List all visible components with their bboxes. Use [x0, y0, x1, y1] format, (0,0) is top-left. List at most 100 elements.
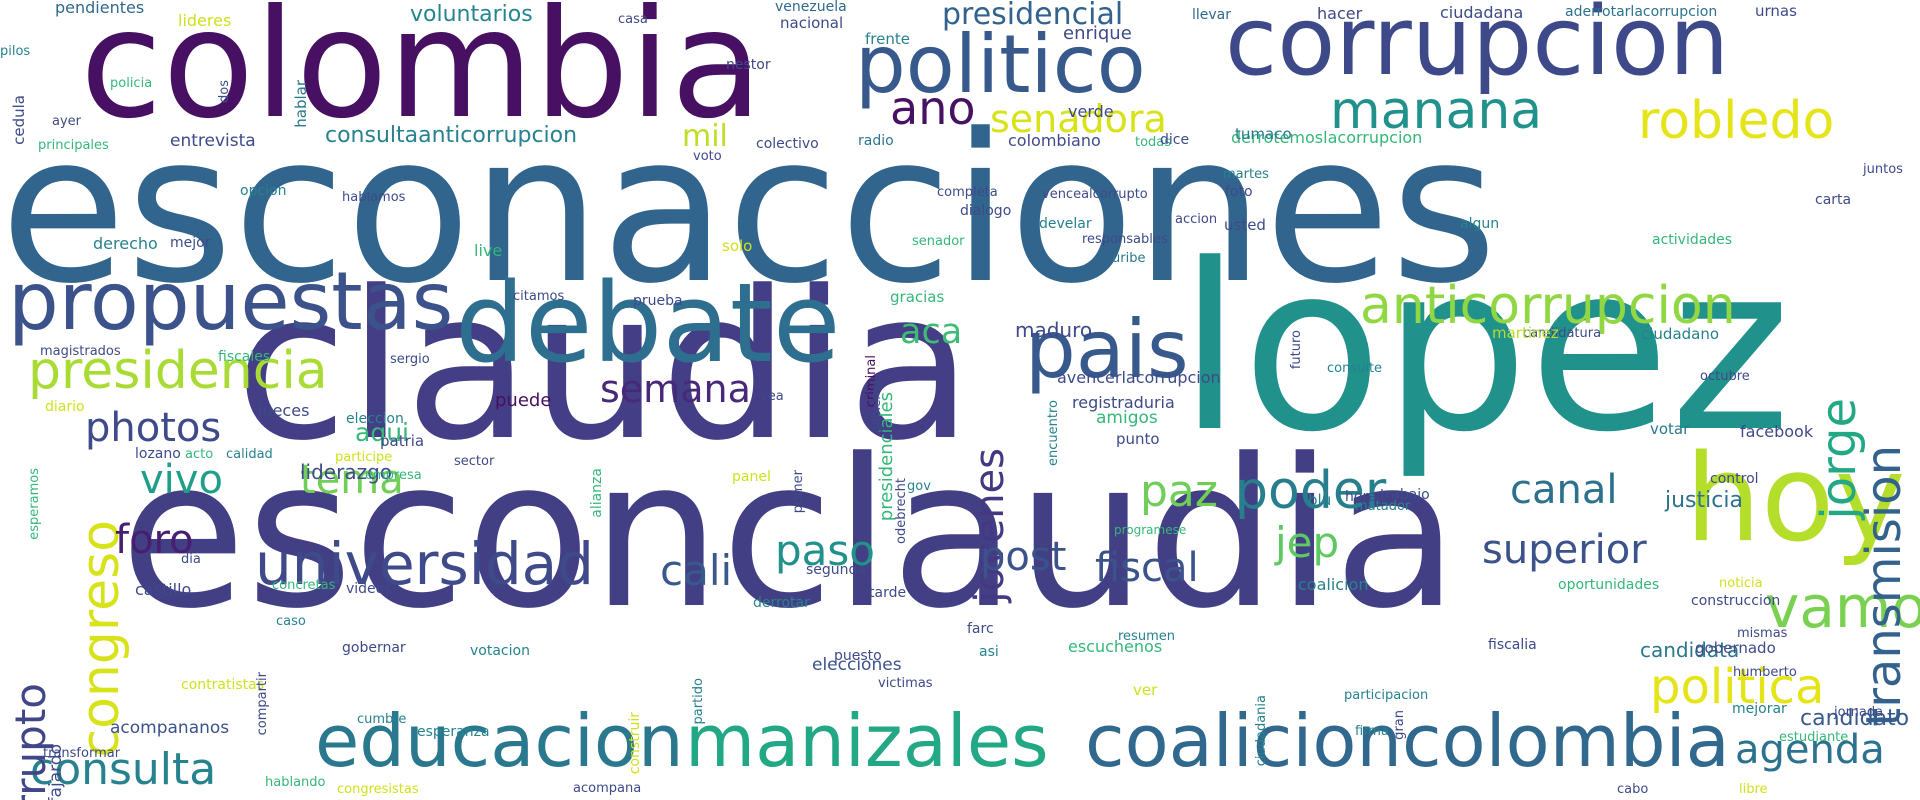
word-cloud-word: blu	[1308, 491, 1332, 509]
word-cloud-word: encuentro	[1046, 400, 1061, 466]
word-cloud-word: live	[474, 241, 503, 260]
word-cloud-word: lopez	[1178, 216, 1791, 483]
word-cloud-word: votacion	[470, 643, 530, 659]
word-cloud-word: citamos	[513, 289, 565, 304]
word-cloud-word: usted	[1224, 216, 1266, 234]
word-cloud-word: puesto	[834, 648, 882, 664]
word-cloud-word: fiscales	[218, 349, 271, 365]
word-cloud-word: algun	[1460, 216, 1500, 232]
word-cloud-word: sergio	[390, 352, 430, 367]
word-cloud-word: esperamos	[27, 468, 42, 540]
word-cloud-word: cali	[660, 546, 733, 595]
word-cloud-word: amigos	[1096, 408, 1158, 428]
word-cloud-word: paso	[775, 526, 875, 575]
word-cloud-word: hoy	[1685, 430, 1906, 569]
word-cloud-word: poder	[1235, 461, 1387, 521]
word-cloud-word: acto	[185, 447, 214, 462]
word-cloud-word: superior	[1482, 527, 1647, 573]
word-cloud-word: estudiante	[1779, 730, 1849, 745]
word-cloud-word: opcion	[240, 183, 287, 199]
word-cloud-word: dialogo	[960, 203, 1012, 219]
word-cloud-word: hablando	[265, 775, 326, 790]
word-cloud-word: construccion	[1691, 593, 1781, 609]
word-cloud-word: entrevista	[170, 131, 256, 151]
word-cloud-word: hablar	[292, 80, 310, 128]
word-cloud-word: esperanza	[417, 724, 490, 740]
word-cloud-word: ciudadania	[1254, 695, 1269, 767]
word-cloud-word: paz	[1140, 466, 1218, 517]
word-cloud-word: develar	[1039, 216, 1092, 232]
word-cloud-word: hacer	[1317, 4, 1363, 23]
word-cloud-word: pilos	[0, 44, 31, 59]
word-cloud-word: senador	[912, 234, 965, 249]
word-cloud-word: canal	[1510, 467, 1618, 513]
word-cloud-word: venezuela	[775, 0, 847, 15]
word-cloud-word: tema	[300, 457, 404, 503]
word-cloud-word: lozano	[135, 446, 181, 462]
word-cloud-word: propuestas	[8, 255, 454, 348]
word-cloud-word: radio	[858, 133, 894, 149]
word-cloud-word: ciudadana	[1440, 3, 1524, 22]
word-cloud-word: voto	[693, 149, 722, 164]
word-cloud-word: segunda	[806, 562, 867, 578]
word-cloud-word: participacion	[1344, 688, 1429, 703]
word-cloud-word: agenda	[1735, 727, 1885, 773]
word-cloud-word: frente	[865, 30, 910, 48]
word-cloud-word: photos	[85, 405, 222, 451]
word-cloud-word: videos	[346, 581, 392, 597]
word-cloud-word: transmision	[1856, 445, 1912, 727]
word-cloud-word: verde	[1068, 102, 1114, 121]
word-cloud-word: tumaco	[1235, 125, 1292, 143]
word-cloud-word: avencerlacorrupcion	[1057, 368, 1221, 387]
word-cloud-word: concretas	[272, 578, 336, 593]
word-cloud-word: punto	[1116, 430, 1160, 448]
word-cloud-word: carta	[1815, 192, 1852, 208]
word-cloud-word: noticia	[1719, 576, 1763, 591]
word-cloud-word: registraduria	[1072, 393, 1175, 412]
word-cloud-word: completa	[937, 185, 998, 200]
word-cloud-word: esconacciones	[0, 91, 1498, 329]
word-cloud-word: ciudadano	[1641, 325, 1720, 343]
word-cloud-word: maduro	[1015, 318, 1093, 342]
word-cloud-word: gracias	[890, 288, 945, 306]
word-cloud-word: puede	[495, 390, 552, 411]
word-cloud-word: esconclaudia	[120, 416, 1459, 654]
word-cloud-word: partido	[691, 678, 706, 725]
word-cloud-word: manana	[1330, 81, 1543, 141]
word-cloud-word: vivo	[140, 457, 223, 503]
word-cloud-word: gobierno	[869, 380, 883, 433]
word-cloud-word: victimas	[878, 676, 933, 691]
word-cloud-word: derrotar	[753, 595, 810, 611]
word-cloud-word: vea	[760, 389, 784, 404]
word-cloud-word: gran	[1392, 710, 1407, 740]
word-cloud-word: derrotemoslacorrupcion	[1231, 128, 1423, 147]
word-cloud-word: voluntarios	[410, 2, 533, 27]
word-cloud-word: escuchenos	[1068, 637, 1163, 656]
word-cloud-word: liderazgo	[300, 460, 393, 484]
word-cloud-word: construir	[627, 712, 643, 775]
word-cloud-word: empresa	[365, 468, 422, 483]
word-cloud-word: panel	[732, 469, 771, 485]
word-cloud-word: gov	[907, 479, 931, 494]
word-cloud-word: caso	[276, 614, 306, 629]
word-cloud-word: vamos	[1765, 573, 1920, 641]
word-cloud-word: mismas	[1737, 626, 1788, 641]
word-cloud-word: educacion	[315, 699, 684, 783]
word-cloud-word: ayer	[52, 114, 82, 129]
word-cloud-word: transformar	[43, 746, 121, 761]
word-cloud-word: juntos	[1863, 162, 1903, 177]
word-cloud-word: actividades	[1652, 232, 1733, 248]
word-cloud-word: jornada	[1834, 705, 1884, 720]
word-cloud-word: alianza	[589, 468, 605, 518]
word-cloud-word: fiscalia	[1488, 637, 1537, 653]
word-cloud-word: uribe	[1112, 251, 1146, 266]
word-cloud-word: enrique	[1063, 23, 1132, 44]
word-cloud-word: programese	[1114, 523, 1187, 537]
word-cloud-word: oportunidades	[1558, 577, 1660, 593]
word-cloud-word: participe	[335, 450, 393, 465]
word-cloud-word: hablamos	[342, 190, 406, 205]
word-cloud-word: cabo	[1617, 782, 1649, 797]
word-cloud-word: hora	[1345, 489, 1377, 505]
word-cloud-word: compartir	[255, 672, 270, 736]
